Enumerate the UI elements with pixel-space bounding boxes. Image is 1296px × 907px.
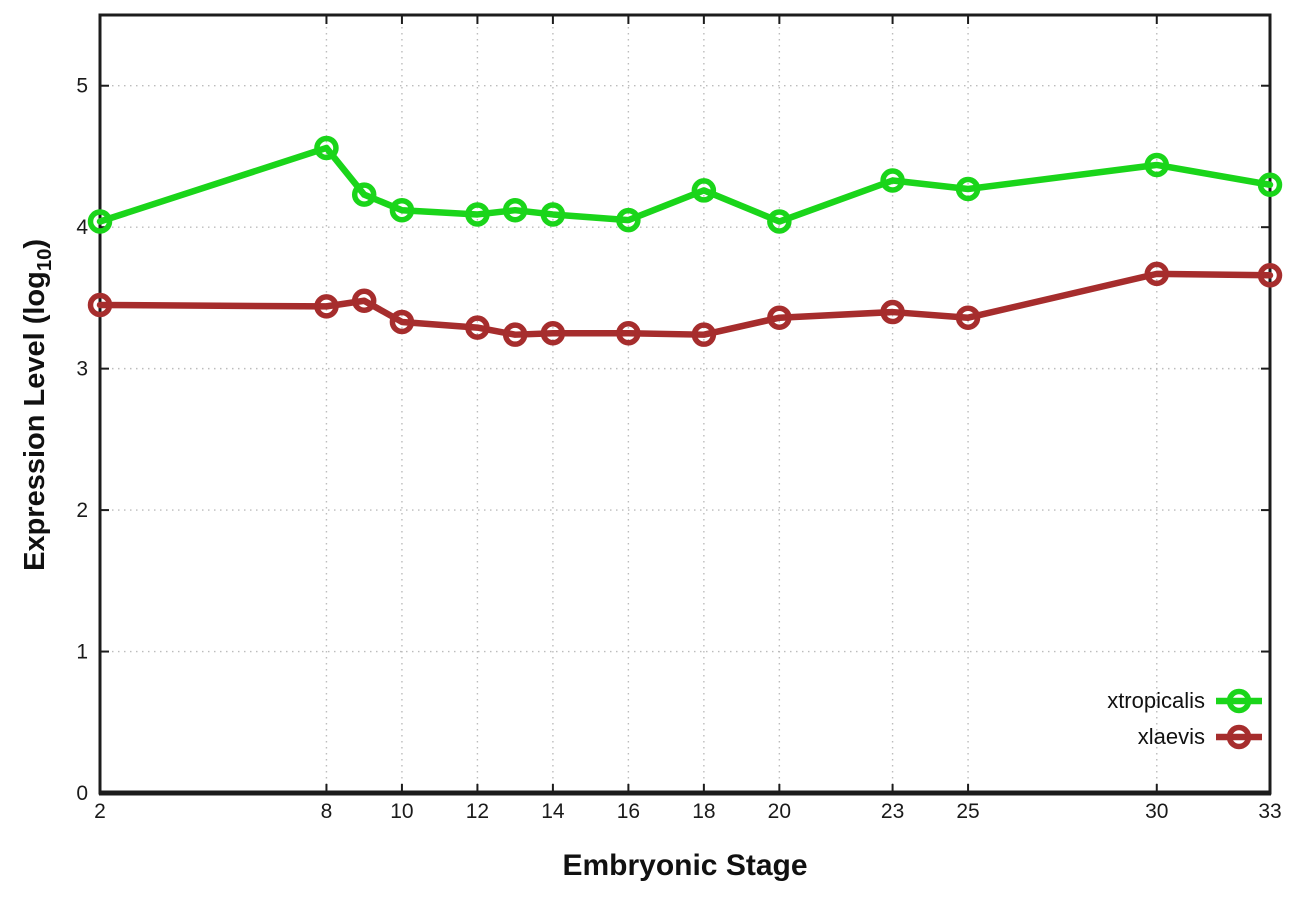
data-point-xlaevis	[880, 299, 905, 325]
y-axis-title-close: )	[19, 238, 52, 249]
y-tick-label: 2	[76, 499, 88, 522]
data-point-xtropicalis	[502, 197, 528, 223]
data-point-xtropicalis	[465, 202, 490, 227]
data-point-xtropicalis	[540, 202, 566, 227]
x-tick-label: 30	[1145, 800, 1168, 823]
data-point-xlaevis	[351, 288, 377, 313]
data-point-xtropicalis	[880, 168, 905, 193]
legend-label-xlaevis: xlaevis	[1137, 724, 1205, 749]
legend-marker-xlaevis	[1216, 724, 1262, 750]
x-tick-label: 14	[541, 800, 565, 823]
data-point-xlaevis	[955, 305, 981, 330]
data-point-xtropicalis	[1257, 172, 1283, 197]
series-line-xtropicalis	[96, 144, 1274, 225]
y-axis-title-subscript: 10	[33, 248, 56, 272]
x-tick-label: 2	[94, 800, 106, 823]
data-point-xtropicalis	[314, 135, 339, 161]
y-axis-title-text: Expression Level (log	[19, 271, 52, 571]
data-point-xlaevis	[314, 294, 339, 319]
legend-marker-xtropicalis	[1216, 688, 1262, 714]
x-tick-label: 25	[956, 800, 979, 823]
data-point-xtropicalis	[955, 176, 981, 202]
x-tick-label: 33	[1258, 800, 1281, 823]
data-point-xlaevis	[767, 305, 792, 330]
y-tick-label: 3	[76, 358, 88, 381]
x-tick-label: 8	[321, 800, 333, 823]
series-line-xlaevis	[96, 270, 1274, 338]
data-point-xtropicalis	[616, 207, 641, 233]
plot-border	[98, 13, 1272, 795]
y-tick-label: 1	[76, 641, 88, 664]
data-point-xlaevis	[1144, 261, 1170, 287]
y-tick-label: 5	[76, 75, 88, 98]
x-axis-title: Embryonic Stage	[562, 849, 808, 882]
x-tick-label: 23	[881, 800, 904, 823]
data-point-xlaevis	[616, 321, 641, 346]
data-point-xtropicalis	[1144, 152, 1170, 178]
data-point-xtropicalis	[389, 197, 415, 223]
data-point-xlaevis	[1257, 263, 1283, 288]
y-tick-label: 4	[76, 216, 88, 239]
data-point-xlaevis	[502, 322, 528, 347]
legend: xtropicalis xlaevis	[1107, 683, 1263, 755]
data-point-xlaevis	[465, 315, 490, 340]
y-tick-label: 0	[76, 782, 88, 805]
x-tick-label: 12	[466, 800, 489, 823]
data-point-xtropicalis	[351, 182, 377, 207]
data-point-xlaevis	[540, 321, 566, 346]
data-point-xlaevis	[389, 309, 415, 335]
x-tick-label: 16	[617, 800, 640, 823]
data-point-xlaevis	[87, 292, 113, 318]
x-tick-label: 18	[692, 800, 715, 823]
y-axis-title: Expression Level (log10)	[19, 205, 57, 605]
data-point-xlaevis	[691, 322, 717, 347]
data-point-xtropicalis	[691, 178, 717, 203]
legend-label-xtropicalis: xtropicalis	[1107, 688, 1205, 713]
data-point-xtropicalis	[87, 209, 113, 234]
legend-item-xlaevis: xlaevis	[1107, 719, 1263, 755]
legend-item-xtropicalis: xtropicalis	[1107, 683, 1263, 719]
x-tick-label: 20	[768, 800, 791, 823]
x-tick-label: 10	[390, 800, 413, 823]
data-point-xtropicalis	[767, 209, 792, 234]
